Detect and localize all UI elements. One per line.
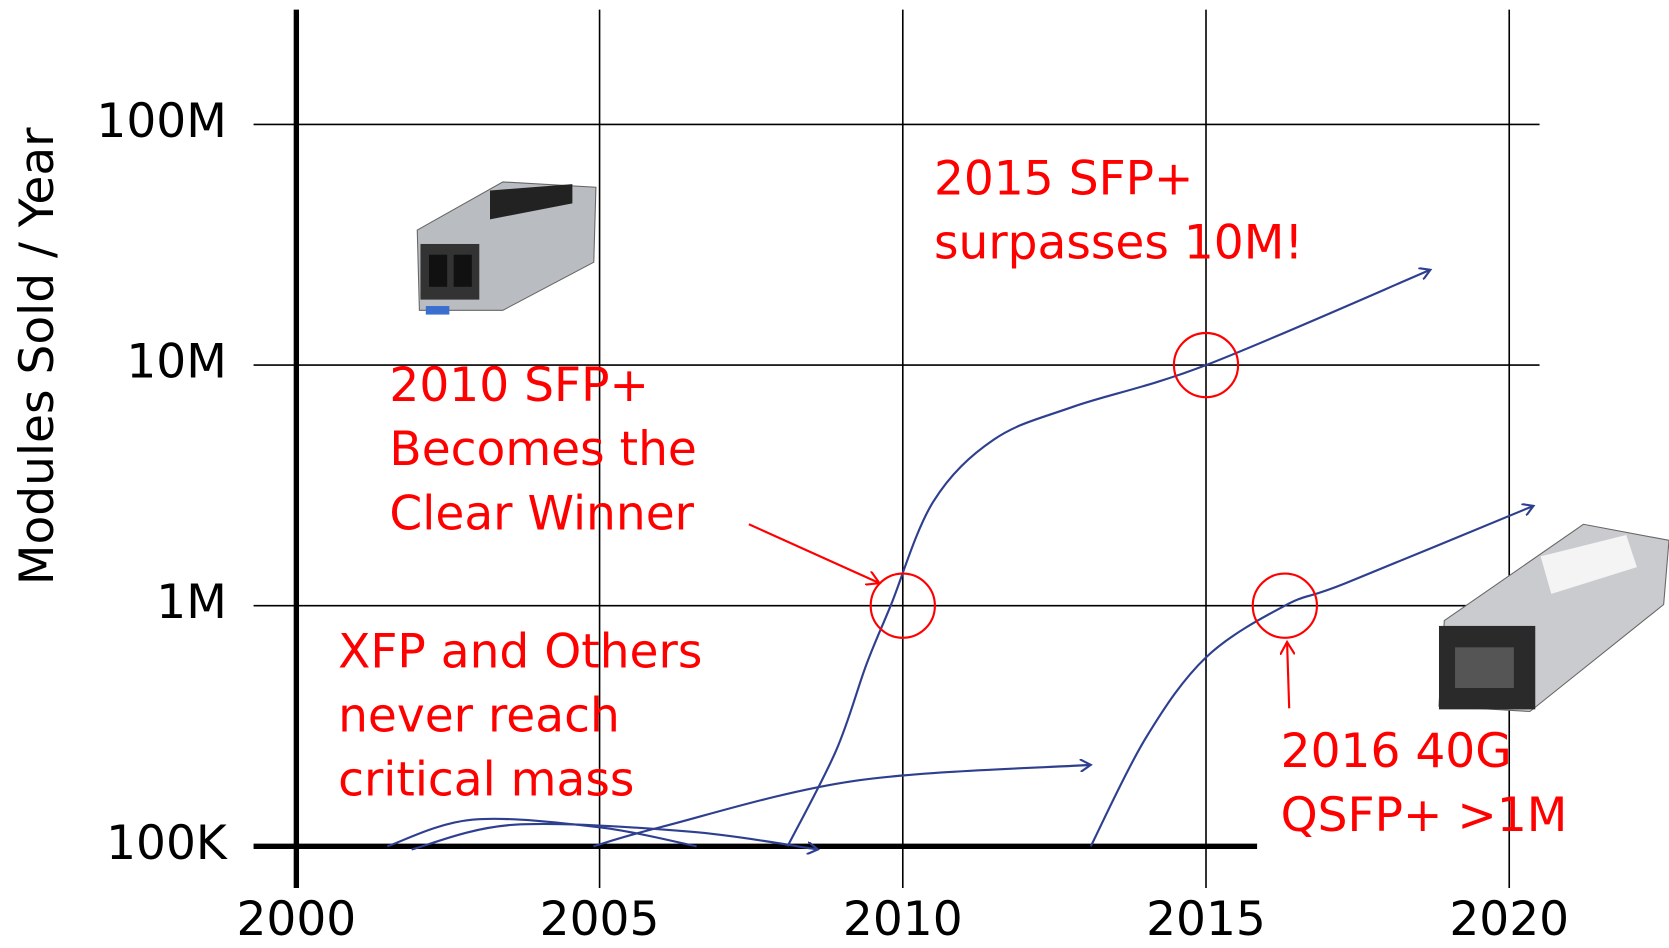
chart: Modules Sold / Year 2015 SFP+ surpasses 1… <box>0 0 1669 948</box>
x-tick-label: 2015 <box>1146 892 1266 947</box>
x-tick-label: 2020 <box>1449 892 1569 947</box>
x-tick-label: 2010 <box>843 892 963 947</box>
y-tick-label: 100K <box>106 816 228 871</box>
x-tick-label: 2005 <box>540 892 660 947</box>
annotation-text: surpasses 10M! <box>934 216 1303 271</box>
y-tick-label: 1M <box>156 575 227 630</box>
annotation-arrow <box>749 524 880 583</box>
annotation-text: critical mass <box>338 753 634 808</box>
series-line <box>594 765 1091 846</box>
qsfp-module-image <box>1439 524 1669 711</box>
annotation-text: 2010 SFP+ <box>389 358 649 413</box>
annotation-arrow <box>1287 642 1289 708</box>
annotation-text: 2016 40G <box>1281 724 1512 779</box>
annotation-text: never reach <box>338 689 620 744</box>
y-axis-label: Modules Sold / Year <box>10 127 65 585</box>
page: {"chart_data": {"type": "line", "y_label… <box>0 0 1669 948</box>
sfp-module-image <box>417 182 596 315</box>
y-tick-label: 100M <box>96 94 226 149</box>
annotation-text: XFP and Others <box>338 624 702 679</box>
x-tick-label: 2000 <box>236 892 356 947</box>
annotation-text: Becomes the <box>389 422 696 477</box>
annotation-text: 2015 SFP+ <box>934 151 1194 206</box>
annotation-text: Clear Winner <box>389 486 694 541</box>
y-tick-label: 10M <box>126 335 226 390</box>
annotation-text: QSFP+ >1M <box>1281 788 1568 843</box>
